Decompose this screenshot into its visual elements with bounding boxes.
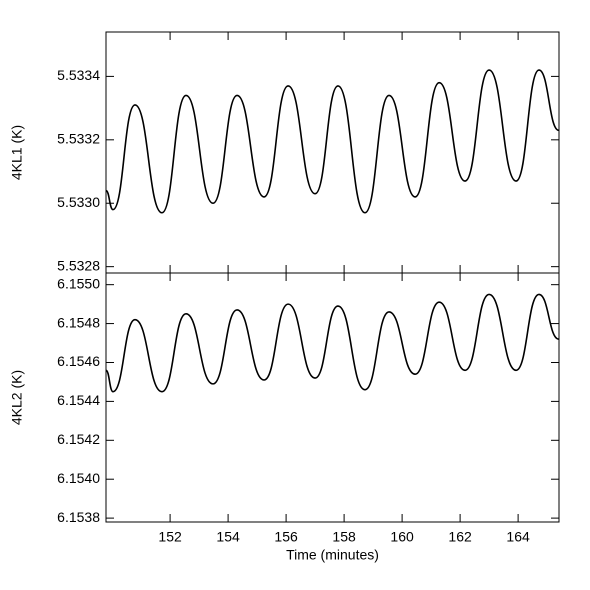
x-tick-label: 158 (332, 529, 356, 545)
x-tick-label: 164 (506, 529, 530, 545)
y-tick-label: 6.1540 (57, 470, 100, 486)
x-tick-label: 154 (216, 529, 240, 545)
plot-frame (105, 272, 560, 523)
x-tick-label: 156 (274, 529, 298, 545)
y-tick-label: 5.5330 (57, 194, 100, 210)
data-line (105, 293, 560, 393)
x-axis-label: Time (minutes) (286, 547, 379, 563)
x-tick-label: 152 (158, 529, 182, 545)
y-tick-label: 6.1538 (57, 509, 100, 525)
y-tick-label: 5.5332 (57, 131, 100, 147)
y-tick-label: 5.5334 (57, 67, 100, 83)
y-axis-label: 4KL1 (K) (9, 125, 25, 180)
y-tick-label: 6.1550 (57, 275, 100, 291)
y-axis-label: 4KL2 (K) (9, 370, 25, 425)
y-tick-label: 6.1548 (57, 314, 100, 330)
y-tick-label: 6.1544 (57, 392, 100, 408)
x-tick-label: 162 (448, 529, 472, 545)
y-tick-label: 6.1546 (57, 353, 100, 369)
y-tick-label: 5.5328 (57, 257, 100, 273)
x-tick-label: 160 (390, 529, 414, 545)
y-tick-label: 6.1542 (57, 431, 100, 447)
data-line (105, 69, 560, 214)
